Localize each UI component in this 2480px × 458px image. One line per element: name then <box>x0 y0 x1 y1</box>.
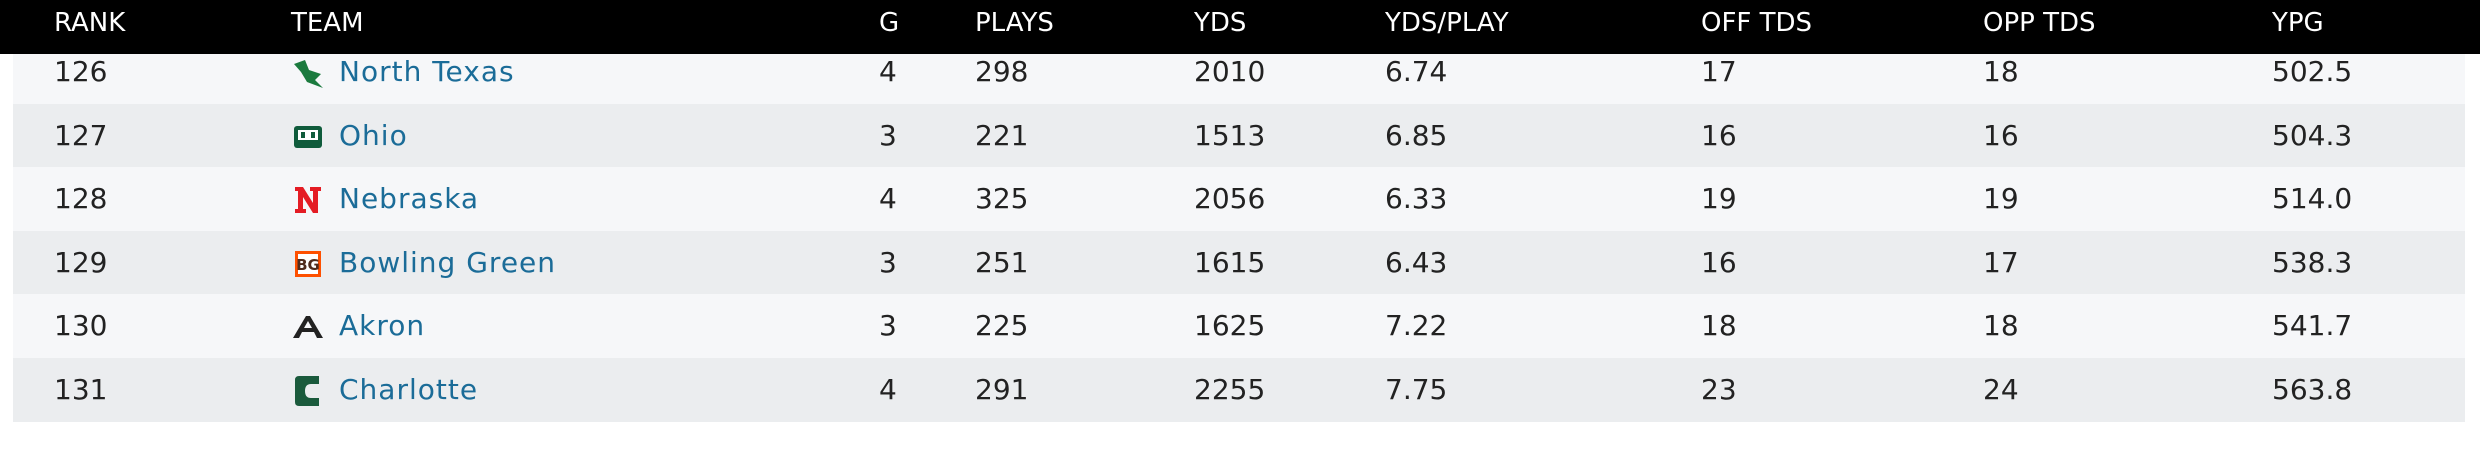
table-cell: 502.5 <box>2272 55 2353 88</box>
table-header: RANK TEAM G PLAYS YDS YDS/PLAY OFF TDS OPP TDS Y… <box>0 0 2480 54</box>
table-cell: 6.33 <box>1385 182 1448 216</box>
table-cell: 251 <box>975 245 1029 279</box>
column-header: TEAM <box>291 8 364 38</box>
table-cell: 19 <box>1701 182 1737 216</box>
svg-text:BG: BG <box>296 256 320 274</box>
table-cell: 18 <box>1701 309 1737 343</box>
team-logo <box>291 310 325 344</box>
column-header: OFF TDS <box>1701 8 1813 38</box>
table-row: 127 Ohio 3 221 1513 6.85 16 16 504.3 <box>13 103 2465 168</box>
table-cell: 2056 <box>1194 182 1266 216</box>
table-cell: 16 <box>1983 118 2019 152</box>
team-link[interactable]: Nebraska <box>339 182 480 216</box>
table-cell: 4 <box>879 182 897 216</box>
table-cell: 563.8 <box>2272 373 2353 406</box>
table-cell: 18 <box>1983 309 2019 343</box>
table-cell: 225 <box>975 309 1029 343</box>
table-cell: 1513 <box>1194 118 1266 152</box>
table-cell: 6.85 <box>1385 118 1448 152</box>
table-cell: 17 <box>1983 245 2019 279</box>
table-cell: 3 <box>879 118 897 152</box>
table-cell: 4 <box>879 373 897 406</box>
table-cell: 541.7 <box>2272 309 2353 343</box>
table-cell: 24 <box>1983 373 2019 406</box>
table-row: 129 BG Bowling Green 3 251 1615 6.43 16 17 538.3 <box>13 230 2465 295</box>
table-cell: 127 <box>54 118 108 152</box>
table-cell: 3 <box>879 245 897 279</box>
table-cell: 128 <box>54 182 108 216</box>
table-cell: 3 <box>879 309 897 343</box>
table-cell: 538.3 <box>2272 245 2353 279</box>
table-cell: 6.43 <box>1385 245 1448 279</box>
table-cell: 2010 <box>1194 55 1266 88</box>
table-cell: 2255 <box>1194 373 1266 406</box>
team-link[interactable]: Bowling Green <box>339 245 557 279</box>
table-cell: 129 <box>54 245 108 279</box>
column-header: RANK <box>54 8 126 38</box>
table-cell: 126 <box>54 55 108 88</box>
team-logo <box>291 56 325 90</box>
team-logo: BG <box>291 247 325 281</box>
team-link[interactable]: North Texas <box>339 55 515 88</box>
table-row: 131 Charlotte 4 291 2255 7.75 23 24 563.8 <box>13 358 2465 422</box>
table-cell: 16 <box>1701 118 1737 152</box>
column-header: G <box>879 8 900 38</box>
table-cell: 221 <box>975 118 1029 152</box>
table-cell: 130 <box>54 309 108 343</box>
table-row: 130 Akron 3 225 1625 7.22 18 18 541.7 <box>13 294 2465 359</box>
column-header: YDS/PLAY <box>1385 8 1509 38</box>
team-logo <box>291 183 325 217</box>
table-cell: 18 <box>1983 55 2019 88</box>
table-row: 128 Nebraska 4 325 2056 6.33 19 19 514.0 <box>13 167 2465 232</box>
table-cell: 291 <box>975 373 1029 406</box>
team-link[interactable]: Akron <box>339 309 426 343</box>
table-cell: 298 <box>975 55 1029 88</box>
column-header: PLAYS <box>975 8 1054 38</box>
table-cell: 514.0 <box>2272 182 2353 216</box>
table-cell: 4 <box>879 55 897 88</box>
table-cell: 325 <box>975 182 1029 216</box>
team-link[interactable]: Charlotte <box>339 373 479 406</box>
team-logo <box>291 374 325 408</box>
column-header: OPP TDS <box>1983 8 2096 38</box>
table-cell: 17 <box>1701 55 1737 88</box>
table-cell: 1615 <box>1194 245 1266 279</box>
team-logo <box>291 120 325 154</box>
table-cell: 7.75 <box>1385 373 1448 406</box>
table-cell: 6.74 <box>1385 55 1448 88</box>
table-cell: 131 <box>54 373 108 406</box>
table-cell: 504.3 <box>2272 118 2353 152</box>
column-header: YPG <box>2272 8 2324 38</box>
table-cell: 23 <box>1701 373 1737 406</box>
table-cell: 7.22 <box>1385 309 1448 343</box>
table-cell: 19 <box>1983 182 2019 216</box>
team-link[interactable]: Ohio <box>339 118 408 152</box>
column-header: YDS <box>1194 8 1247 38</box>
table-cell: 16 <box>1701 245 1737 279</box>
table-cell: 1625 <box>1194 309 1266 343</box>
